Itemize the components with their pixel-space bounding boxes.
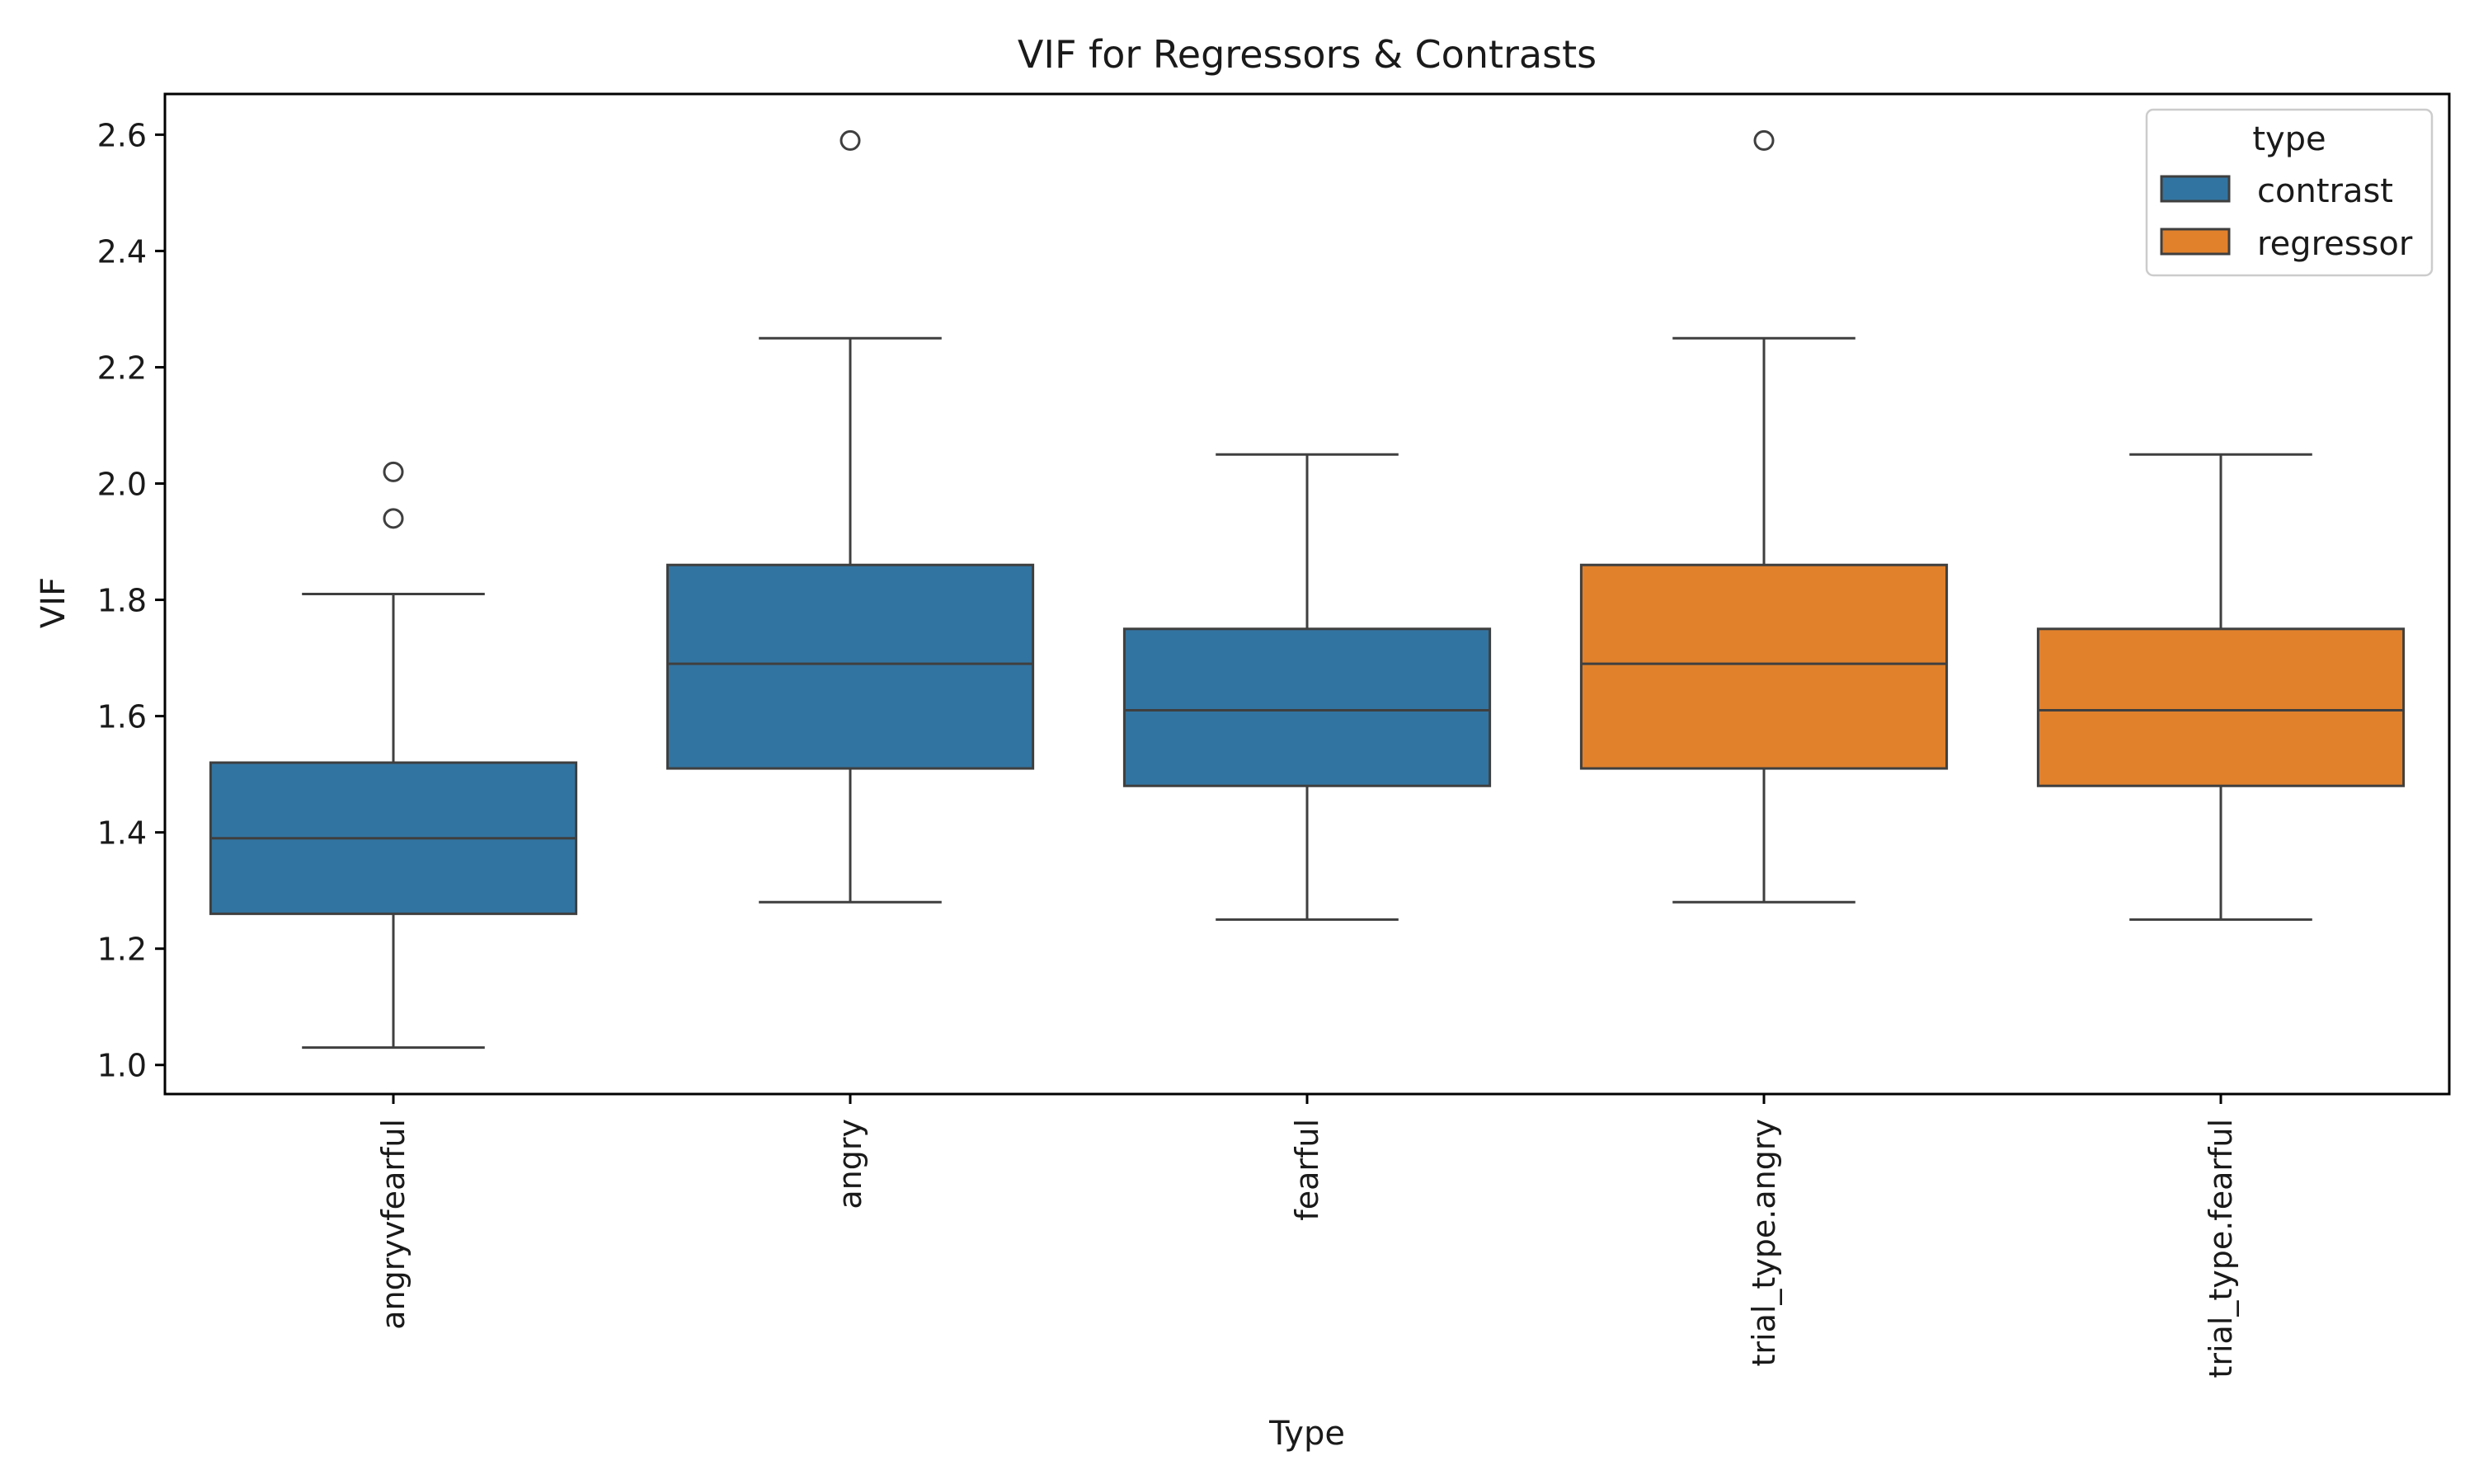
outlier-point bbox=[1753, 129, 1775, 151]
y-axis-label: VIF bbox=[35, 577, 73, 628]
outlier-point bbox=[383, 508, 404, 529]
outlier-point bbox=[840, 129, 861, 151]
x-tick-label: trial_type.angry bbox=[1746, 1119, 1782, 1367]
legend-swatch-regressor bbox=[2160, 228, 2231, 256]
y-tick-label: 1.2 bbox=[97, 932, 147, 968]
iqr-box bbox=[666, 563, 1035, 770]
x-axis: angryvfearful angry fearful trial_type.angr… bbox=[375, 1094, 2239, 1378]
x-tick-label: trial_type.fearful bbox=[2203, 1119, 2239, 1378]
legend-label-regressor: regressor bbox=[2257, 225, 2413, 263]
y-tick-label: 1.0 bbox=[97, 1048, 147, 1084]
y-tick-label: 1.8 bbox=[97, 583, 147, 619]
iqr-box bbox=[1579, 563, 1949, 770]
box-angryvfearful bbox=[209, 461, 578, 1050]
y-tick-label: 2.6 bbox=[97, 117, 147, 153]
chart-title: VIF for Regressors & Contrasts bbox=[1018, 32, 1597, 77]
x-tick-label: angry bbox=[832, 1119, 868, 1209]
y-tick-label: 2.2 bbox=[97, 350, 147, 386]
box-fearful bbox=[1122, 453, 1492, 921]
legend: type contrast regressor bbox=[2145, 108, 2434, 277]
y-tick-label: 1.6 bbox=[97, 699, 147, 735]
y-axis: 1.0 1.2 1.4 1.6 1.8 2.0 2.2 2.4 2.6 bbox=[97, 117, 165, 1084]
x-tick-label: fearful bbox=[1289, 1119, 1325, 1221]
box-series bbox=[209, 129, 2406, 1050]
y-tick-label: 2.4 bbox=[97, 233, 147, 270]
legend-title: type bbox=[2252, 120, 2326, 158]
iqr-box bbox=[2036, 627, 2406, 787]
box-trial_type.angry bbox=[1579, 129, 1949, 904]
y-tick-label: 2.0 bbox=[97, 467, 147, 503]
box-trial_type.fearful bbox=[2036, 453, 2406, 921]
iqr-box bbox=[1122, 627, 1492, 787]
legend-swatch-contrast bbox=[2160, 175, 2231, 203]
x-axis-label: Type bbox=[1268, 1415, 1345, 1453]
plot-frame bbox=[163, 92, 2451, 1096]
outlier-point bbox=[383, 461, 404, 482]
box-angry bbox=[666, 129, 1035, 904]
legend-label-contrast: contrast bbox=[2257, 172, 2393, 210]
y-tick-label: 1.4 bbox=[97, 815, 147, 852]
x-tick-label: angryvfearful bbox=[375, 1119, 412, 1330]
